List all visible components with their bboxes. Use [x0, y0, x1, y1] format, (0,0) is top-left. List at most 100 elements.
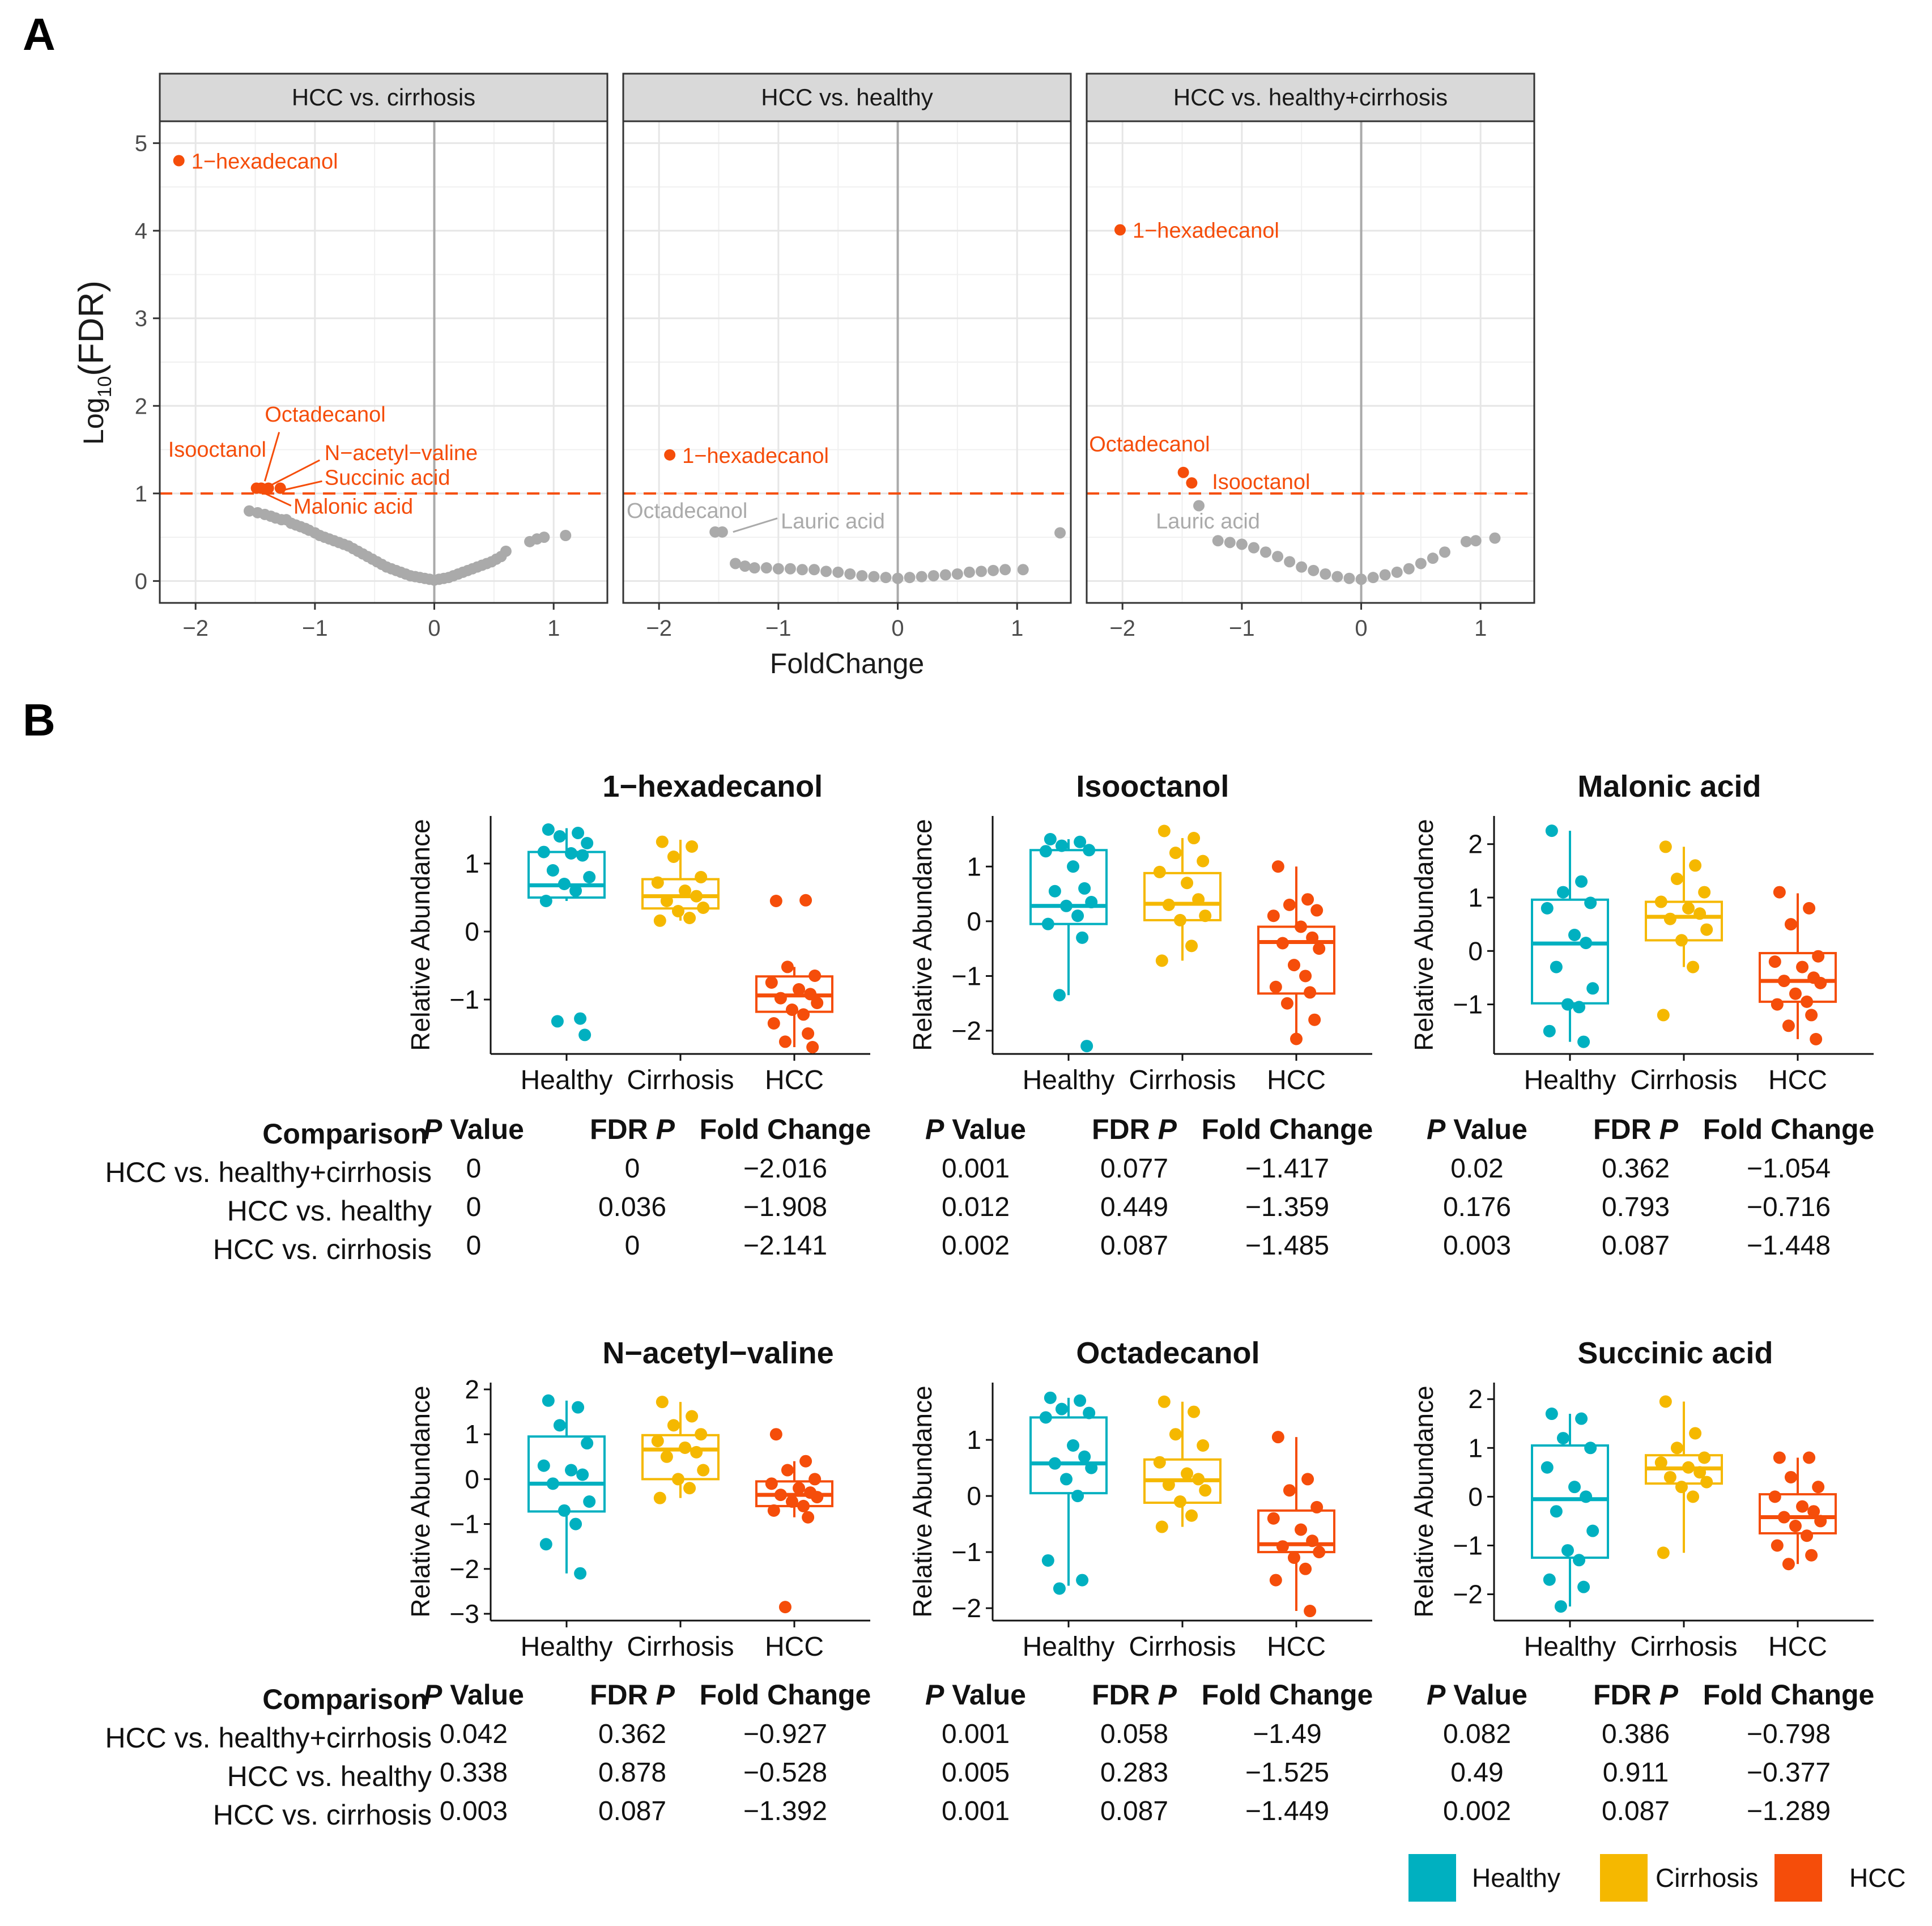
y-axis-title: Log10(FDR) [72, 280, 116, 445]
table-cell: −0.798 [1747, 1719, 1831, 1749]
table-cell: −0.377 [1747, 1758, 1831, 1788]
y-tick-label: 0 [1468, 936, 1483, 966]
nonsig-point [797, 564, 808, 576]
data-point [653, 914, 666, 927]
y-tick-label: 4 [135, 219, 147, 244]
x-tick-label: Cirrhosis [1630, 1065, 1737, 1095]
nonsig-point [951, 568, 963, 580]
data-point [683, 1482, 696, 1495]
data-point [765, 976, 778, 989]
nonsig-point [748, 562, 760, 574]
sig-point-label: 1−hexadecanol [192, 150, 338, 174]
table-cell: −1.49 [1253, 1719, 1321, 1749]
row-label: HCC vs. healthy [227, 1195, 432, 1227]
data-point [1803, 1451, 1816, 1464]
y-tick-label: 0 [465, 1464, 479, 1494]
data-point [553, 830, 566, 843]
x-tick-label: Healthy [521, 1632, 613, 1662]
data-point [583, 871, 596, 883]
nonsig-point [1296, 561, 1308, 573]
data-point [1812, 1481, 1825, 1494]
label-leader [264, 492, 292, 507]
y-tick-label: 1 [1468, 883, 1483, 912]
data-point [774, 1489, 787, 1502]
table-cell: −1.417 [1245, 1154, 1329, 1184]
box-plot: Malonic acid −1 0 1 2 Relative Abundance Healt… [1409, 769, 1874, 1095]
data-point [1041, 917, 1054, 930]
data-point [1789, 1520, 1802, 1533]
sig-point-label: Isooctanol [168, 438, 266, 462]
y-tick-label: 2 [135, 394, 147, 419]
header-p-italic: P [925, 1113, 944, 1145]
box-plot-title: Malonic acid [1577, 769, 1761, 803]
table-cell: 0.058 [1100, 1719, 1168, 1749]
y-tick-label: 0 [465, 917, 479, 946]
y-axis-title-part: (FDR) [72, 280, 111, 376]
x-tick-label: 0 [428, 616, 440, 641]
data-point [569, 885, 582, 897]
y-tick-label: 1 [465, 1419, 479, 1449]
data-point [679, 885, 692, 897]
table-cell: 0.283 [1100, 1758, 1168, 1788]
x-tick-label: Cirrhosis [1129, 1632, 1236, 1662]
box [1029, 849, 1108, 925]
data-point [781, 960, 794, 973]
data-point [546, 864, 559, 877]
label-leader [733, 517, 778, 533]
y-tick-label: 1 [135, 482, 147, 507]
data-point [1784, 918, 1797, 931]
data-point [1181, 1467, 1194, 1480]
x-tick-label: Healthy [1023, 1065, 1115, 1095]
data-point [1155, 1520, 1168, 1533]
data-point [1192, 893, 1205, 906]
data-point [785, 1495, 798, 1508]
data-point [1076, 1574, 1089, 1587]
nonsig-point [904, 572, 916, 584]
data-point [581, 837, 594, 849]
nonsig-point [976, 566, 987, 577]
data-point [671, 905, 684, 917]
nonsig-point [1212, 535, 1224, 547]
header-fdr-italic: P [1158, 1679, 1177, 1711]
data-point [1295, 1523, 1308, 1536]
facet-frame [622, 120, 1072, 604]
data-point [1659, 840, 1672, 853]
y-tick-label: 0 [967, 1481, 981, 1511]
table-cell: −1.359 [1245, 1192, 1329, 1222]
data-point [546, 1477, 559, 1490]
data-point [778, 1035, 791, 1048]
data-point [1044, 832, 1057, 845]
data-point [1659, 1395, 1672, 1408]
data-point [1085, 1461, 1098, 1474]
label-leader [263, 432, 280, 482]
nonsig-point [538, 532, 550, 543]
data-point [667, 1419, 680, 1432]
data-point [781, 1464, 794, 1477]
table-cell: 0.338 [440, 1758, 508, 1788]
data-point [576, 1468, 589, 1481]
header-fdr-italic: P [1659, 1679, 1679, 1711]
nonsig-point [1054, 527, 1066, 539]
y-tick-label: 1 [465, 849, 479, 878]
data-point [565, 1464, 578, 1477]
data-point [1657, 1546, 1670, 1559]
data-point [1814, 1515, 1827, 1528]
table-cell: 0.911 [1603, 1758, 1669, 1788]
legend-swatch-hcc [1774, 1854, 1822, 1902]
data-point [1568, 929, 1581, 941]
table-cell: 0.49 [1450, 1758, 1503, 1788]
nonsig-point [1272, 551, 1284, 563]
data-point [1188, 832, 1201, 845]
header-fdr-rest: FDR [1092, 1113, 1158, 1145]
data-point [1153, 1456, 1166, 1469]
nonsig-point [1308, 564, 1320, 576]
data-point [1687, 1490, 1700, 1503]
table-cell: 0.362 [1602, 1154, 1670, 1184]
nonsig-point [963, 566, 975, 578]
nonsig-point [1343, 572, 1355, 584]
data-point [1693, 1466, 1707, 1479]
header-fdr: FDR P [1092, 1113, 1177, 1145]
facet-title: HCC vs. healthy+cirrhosis [1173, 84, 1448, 110]
data-point [1657, 1009, 1670, 1022]
data-point [1573, 1554, 1586, 1567]
